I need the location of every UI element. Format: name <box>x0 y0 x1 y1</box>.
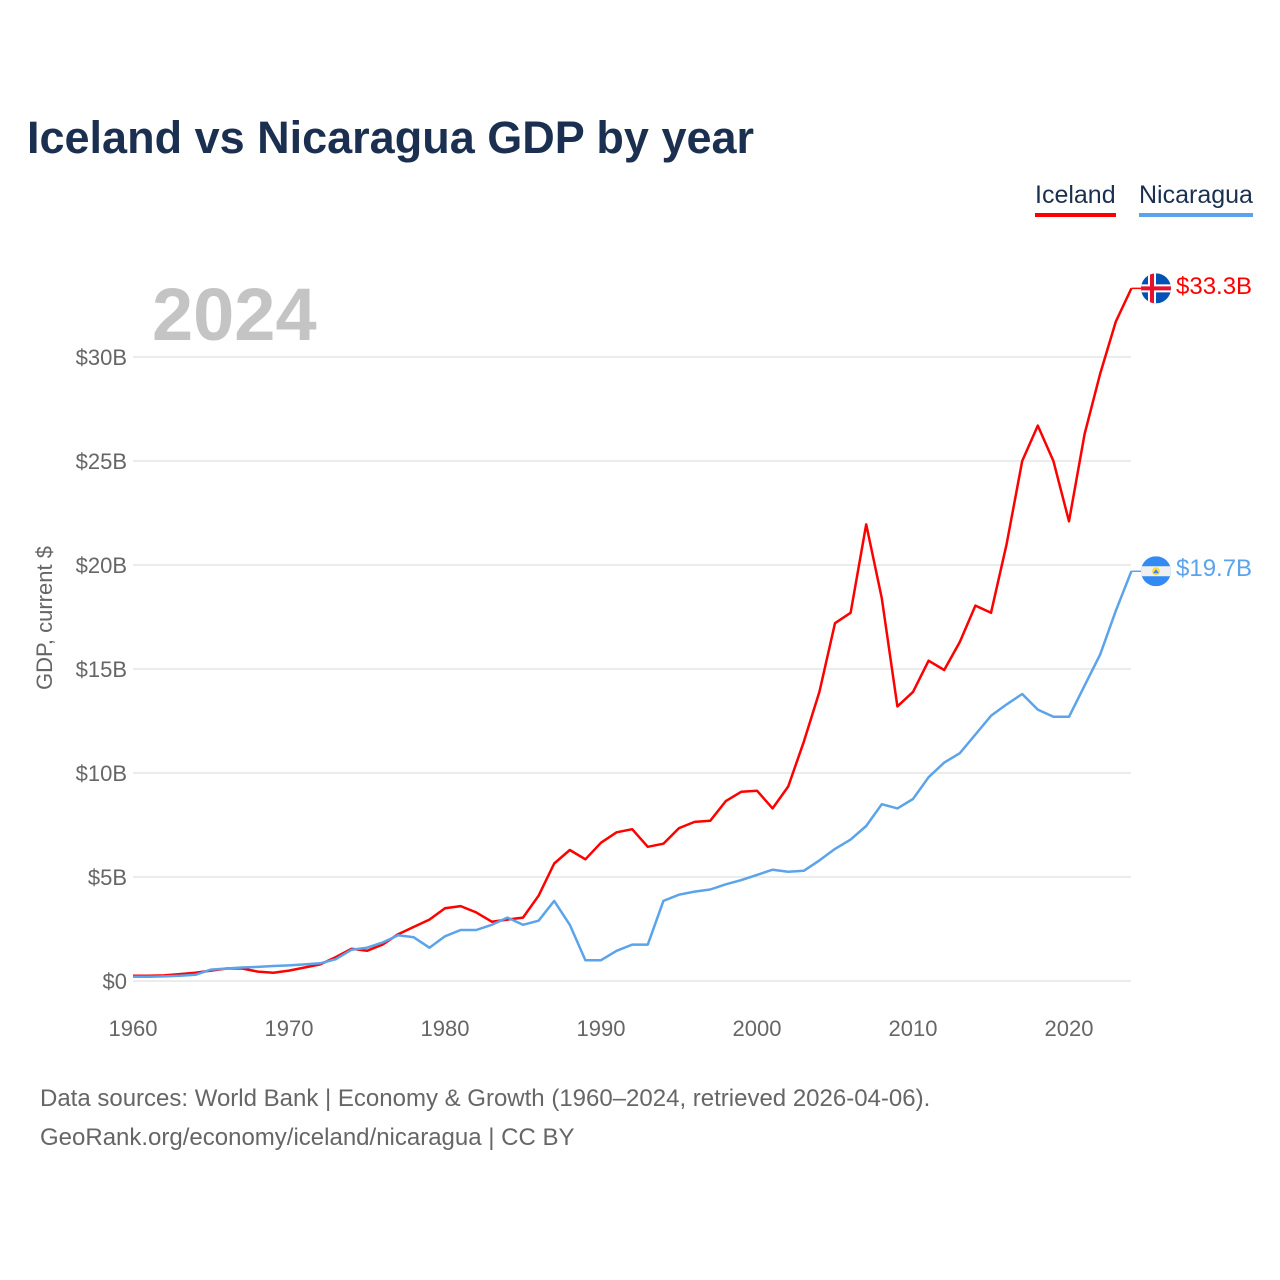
x-tick-label: 1960 <box>109 1016 158 1041</box>
y-tick-label: $20B <box>76 553 127 578</box>
y-tick-label: $10B <box>76 761 127 786</box>
end-value-iceland: $33.3B <box>1176 273 1253 300</box>
x-tick-label: 1990 <box>577 1016 626 1041</box>
series-line-iceland <box>133 287 1133 978</box>
y-tick-label: $0 <box>103 969 127 994</box>
nicaragua-flag-icon <box>1141 556 1171 587</box>
y-tick-label: $5B <box>88 865 127 890</box>
source-note: Data sources: World Bank | Economy & Gro… <box>40 1085 931 1112</box>
legend-nicaragua[interactable]: Nicaragua <box>1139 181 1253 217</box>
iceland-flag-icon <box>1141 273 1171 304</box>
y-tick-label: $25B <box>76 449 127 474</box>
x-tick-label: 2000 <box>733 1016 782 1041</box>
x-tick-label: 1970 <box>265 1016 314 1041</box>
x-tick-label: 2010 <box>889 1016 938 1041</box>
source-link[interactable]: GeoRank.org/economy/iceland/nicaragua | … <box>40 1124 575 1151</box>
x-tick-label: 1980 <box>421 1016 470 1041</box>
series-line-nicaragua <box>133 570 1133 979</box>
y-tick-label: $30B <box>76 345 127 370</box>
y-tick-label: $15B <box>76 657 127 682</box>
year-label: 2024 <box>152 273 317 356</box>
end-value-nicaragua: $19.7B <box>1176 555 1253 582</box>
x-tick-label: 2020 <box>1045 1016 1094 1041</box>
legend-iceland[interactable]: Iceland <box>1035 181 1116 217</box>
chart-title: Iceland vs Nicaragua GDP by year <box>27 112 755 163</box>
